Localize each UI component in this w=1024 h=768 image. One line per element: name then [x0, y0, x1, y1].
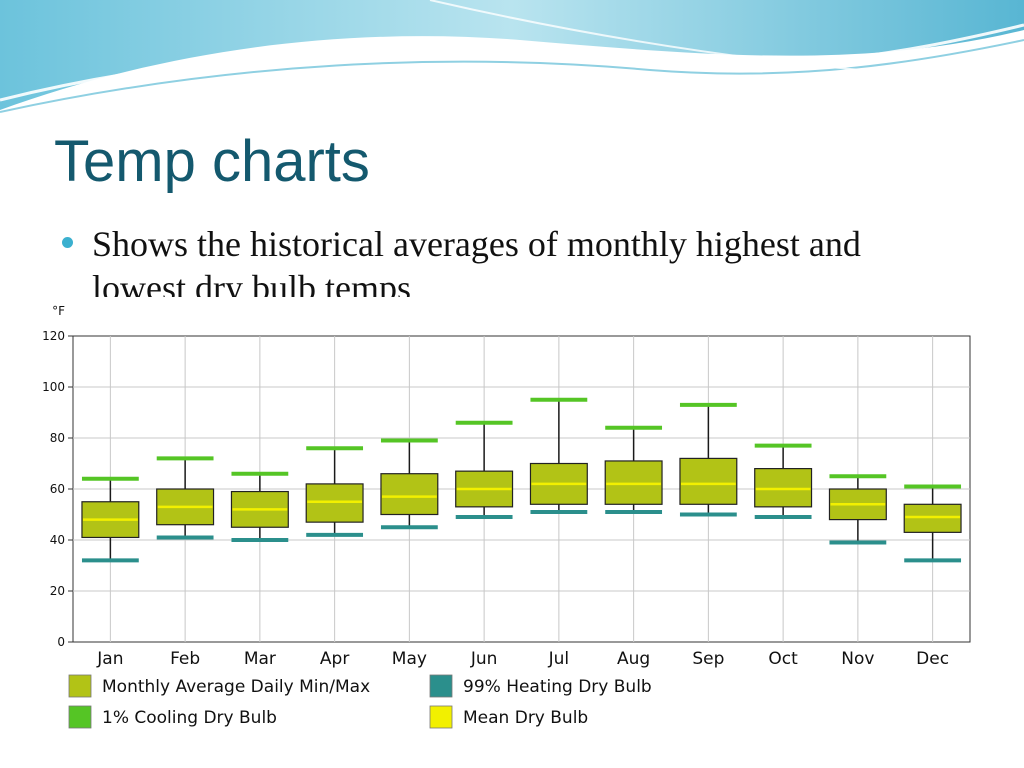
bullet-text: Shows the historical averages of monthly… — [92, 224, 861, 298]
y-tick-label: 40 — [50, 533, 65, 547]
legend-swatch — [68, 705, 92, 729]
x-tick-label: Sep — [692, 649, 724, 669]
legend-swatch — [429, 674, 453, 698]
temperature-box-chart: 0 20 40 60 80 100 120 °F Jan Feb Mar Apr May Jun Jul Au… — [42, 304, 971, 729]
y-tick-label: 120 — [42, 329, 65, 343]
legend-swatch — [429, 705, 453, 729]
box-min-max — [380, 473, 439, 516]
box-min-max — [903, 503, 962, 533]
y-tick-label: 0 — [57, 635, 65, 649]
x-tick-label: Feb — [170, 649, 200, 669]
y-unit-label: °F — [52, 304, 65, 318]
x-tick-label: Mar — [244, 649, 276, 669]
y-tick-label: 100 — [42, 380, 65, 394]
x-tick-label: Apr — [320, 649, 349, 669]
box-min-max — [754, 468, 813, 508]
x-tick-label: Nov — [841, 649, 874, 669]
legend-label: 1% Cooling Dry Bulb — [102, 708, 277, 728]
x-tick-label: May — [392, 649, 427, 669]
x-tick-label: Aug — [617, 649, 650, 669]
temperature-chart-panel: 0 20 40 60 80 100 120 °F Jan Feb Mar Apr May Jun Jul Au… — [23, 297, 989, 749]
y-tick-label: 20 — [50, 584, 65, 598]
x-tick-label: Jun — [470, 649, 498, 669]
box-min-max — [679, 457, 738, 505]
legend-swatch — [68, 674, 92, 698]
bullet-dot-icon — [62, 237, 73, 248]
x-tick-label: Jan — [96, 649, 123, 669]
y-tick-label: 60 — [50, 482, 65, 496]
x-tick-label: Jul — [548, 649, 570, 669]
header-wave-decoration — [0, 0, 1024, 113]
legend-label: Mean Dry Bulb — [463, 708, 588, 728]
box-min-max — [305, 483, 364, 523]
x-tick-label: Dec — [916, 649, 949, 669]
slide-title: Temp charts — [54, 129, 370, 194]
y-tick-label: 80 — [50, 431, 65, 445]
legend-label: Monthly Average Daily Min/Max — [102, 677, 370, 697]
x-tick-label: Oct — [768, 649, 798, 669]
legend-label: 99% Heating Dry Bulb — [463, 677, 652, 697]
bullet-item: Shows the historical averages of monthly… — [62, 222, 962, 298]
box-min-max — [604, 460, 663, 505]
